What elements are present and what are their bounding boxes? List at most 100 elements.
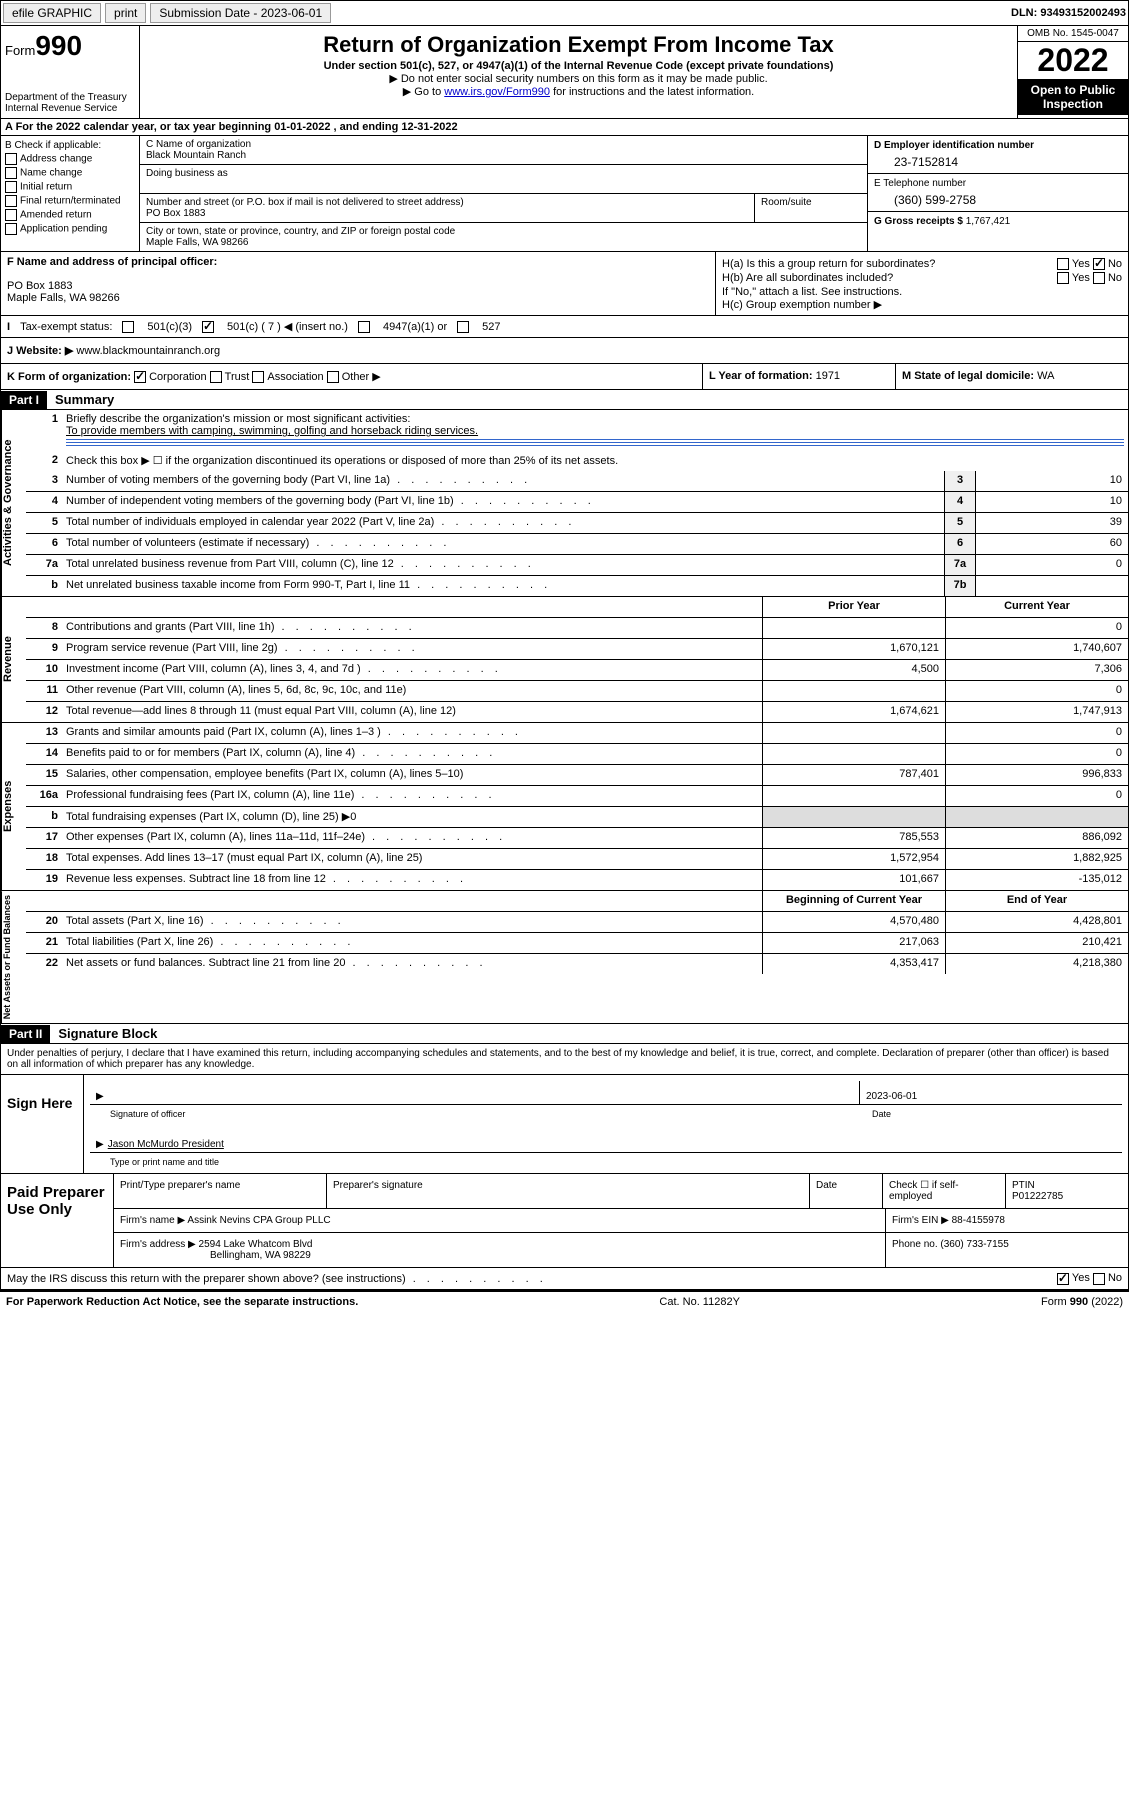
line6-val: 60 [975, 534, 1128, 554]
org-name: Black Mountain Ranch [146, 150, 861, 161]
line16a-prior [762, 786, 945, 806]
chk-other[interactable] [327, 371, 339, 383]
line18-curr: 1,882,925 [945, 849, 1128, 869]
omb-number: OMB No. 1545-0047 [1018, 26, 1128, 42]
line21-text: Total liabilities (Part X, line 26) [62, 933, 762, 953]
year-formation: 1971 [816, 370, 840, 382]
line11-curr: 0 [945, 681, 1128, 701]
form-990-number: 990 [35, 30, 82, 61]
form-number: Form990 [5, 30, 135, 62]
line5-text: Total number of individuals employed in … [62, 513, 944, 533]
chk-trust[interactable] [210, 371, 222, 383]
vlabel-revenue: Revenue [1, 597, 26, 722]
irs-link[interactable]: www.irs.gov/Form990 [444, 86, 550, 98]
chk-501c[interactable] [202, 321, 214, 333]
chk-hb-no[interactable] [1093, 272, 1105, 284]
part1-badge: Part I [1, 391, 47, 409]
line9-curr: 1,740,607 [945, 639, 1128, 659]
row-i-taxexempt: I Tax-exempt status: 501(c)(3) 501(c) ( … [0, 316, 1129, 338]
lbl-initial-return: Initial return [20, 182, 72, 193]
chk-application-pending[interactable] [5, 223, 17, 235]
firm-addr2: Bellingham, WA 98229 [120, 1250, 311, 1261]
chk-mayirs-no[interactable] [1093, 1273, 1105, 1285]
chk-4947[interactable] [358, 321, 370, 333]
form-header: Form990 Department of the Treasury Inter… [0, 26, 1129, 119]
vlabel-expenses: Expenses [1, 723, 26, 890]
chk-ha-yes[interactable] [1057, 258, 1069, 270]
chk-hb-yes[interactable] [1057, 272, 1069, 284]
faddr-label: Firm's address ▶ [120, 1239, 196, 1250]
line5-box: 5 [944, 513, 975, 533]
ein-label: D Employer identification number [874, 140, 1034, 151]
lbl-501c: 501(c) ( 7 ) ◀ (insert no.) [227, 320, 348, 333]
chk-name-change[interactable] [5, 167, 17, 179]
col-end-year: End of Year [945, 891, 1128, 911]
print-button[interactable]: print [105, 3, 146, 23]
col-prior-year: Prior Year [762, 597, 945, 617]
line16a-curr: 0 [945, 786, 1128, 806]
submission-date-label: Submission Date - 2023-06-01 [150, 3, 331, 23]
header-middle: Return of Organization Exempt From Incom… [140, 26, 1017, 118]
chk-final-return[interactable] [5, 195, 17, 207]
column-h-group: H(a) Is this a group return for subordin… [716, 252, 1128, 315]
date-label: Date [872, 1109, 1122, 1119]
line9-prior: 1,670,121 [762, 639, 945, 659]
officer-addr2: Maple Falls, WA 98266 [7, 292, 709, 304]
line20-text: Total assets (Part X, line 16) [62, 912, 762, 932]
part2-header-row: Part II Signature Block [0, 1024, 1129, 1044]
line14-curr: 0 [945, 744, 1128, 764]
row-a-text: A For the 2022 calendar year, or tax yea… [5, 121, 458, 133]
form-title: Return of Organization Exempt From Incom… [144, 32, 1013, 58]
lbl-4947: 4947(a)(1) or [383, 321, 447, 333]
chk-501c3[interactable] [122, 321, 134, 333]
lbl-527: 527 [482, 321, 500, 333]
column-f-officer: F Name and address of principal officer:… [1, 252, 716, 315]
line8-curr: 0 [945, 618, 1128, 638]
col-current-year: Current Year [945, 597, 1128, 617]
phone-label: E Telephone number [874, 178, 1122, 189]
phone-value: (360) 599-2758 [874, 189, 1122, 207]
line7a-val: 0 [975, 555, 1128, 575]
part2-title: Signature Block [50, 1024, 165, 1043]
h-b-note: If "No," attach a list. See instructions… [722, 286, 1122, 298]
ssn-note: ▶ Do not enter social security numbers o… [144, 72, 1013, 85]
fein-label: Firm's EIN ▶ [892, 1215, 949, 1226]
line4-box: 4 [944, 492, 975, 512]
l-label: L Year of formation: [709, 370, 813, 382]
tax-year: 2022 [1018, 42, 1128, 79]
website-value: www.blackmountainranch.org [76, 345, 220, 357]
footer-paperwork: For Paperwork Reduction Act Notice, see … [6, 1296, 358, 1308]
line22-begin: 4,353,417 [762, 954, 945, 974]
chk-amended-return[interactable] [5, 209, 17, 221]
line18-text: Total expenses. Add lines 13–17 (must eq… [62, 849, 762, 869]
chk-initial-return[interactable] [5, 181, 17, 193]
firm-name: Assink Nevins CPA Group PLLC [187, 1215, 330, 1226]
line7b-val [975, 576, 1128, 596]
sig-label: Signature of officer [90, 1109, 872, 1119]
declaration-text: Under penalties of perjury, I declare th… [0, 1044, 1129, 1075]
efile-graphic-label: efile GRAPHIC [3, 3, 101, 23]
lbl-final-return: Final return/terminated [20, 196, 121, 207]
firm-phone: (360) 733-7155 [940, 1239, 1008, 1250]
line12-prior: 1,674,621 [762, 702, 945, 722]
officer-name: Jason McMurdo President [108, 1139, 224, 1150]
chk-mayirs-yes[interactable] [1057, 1273, 1069, 1285]
chk-ha-no[interactable] [1093, 258, 1105, 270]
c-name-label: C Name of organization [146, 139, 861, 150]
section-bcd: B Check if applicable: Address change Na… [0, 136, 1129, 252]
lbl-other: Other ▶ [342, 371, 381, 383]
sign-section: Sign Here 2023-06-01 Signature of office… [0, 1075, 1129, 1174]
chk-corporation[interactable] [134, 371, 146, 383]
line14-text: Benefits paid to or for members (Part IX… [62, 744, 762, 764]
chk-association[interactable] [252, 371, 264, 383]
line3-val: 10 [975, 471, 1128, 491]
chk-address-change[interactable] [5, 153, 17, 165]
line7a-text: Total unrelated business revenue from Pa… [62, 555, 944, 575]
chk-527[interactable] [457, 321, 469, 333]
j-label: J Website: ▶ [7, 345, 73, 357]
line15-prior: 787,401 [762, 765, 945, 785]
column-b-checkboxes: B Check if applicable: Address change Na… [1, 136, 140, 251]
line21-begin: 217,063 [762, 933, 945, 953]
name-title-label: Type or print name and title [90, 1157, 1122, 1167]
ptin-value: P01222785 [1012, 1191, 1063, 1202]
